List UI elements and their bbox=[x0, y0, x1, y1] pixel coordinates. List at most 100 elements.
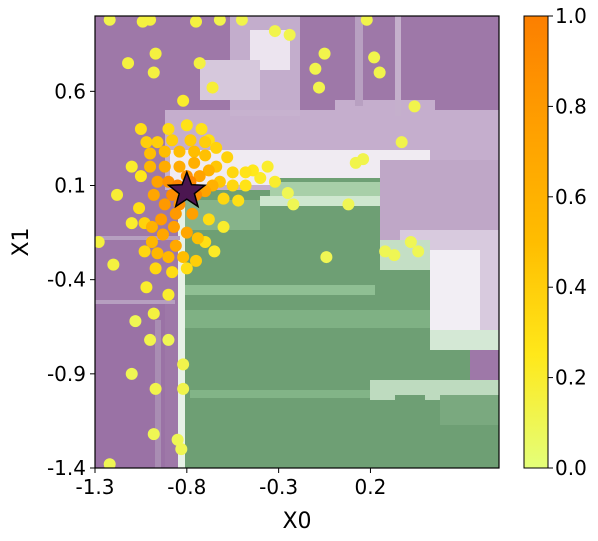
scatter-point bbox=[144, 147, 157, 160]
scatter-point bbox=[235, 16, 248, 26]
scatter-point bbox=[151, 175, 164, 188]
scatter-point bbox=[158, 198, 171, 211]
scatter-point bbox=[144, 160, 157, 173]
scatter-point bbox=[202, 213, 215, 226]
scatter-point bbox=[103, 458, 116, 468]
scatter-point bbox=[379, 245, 392, 258]
scatter-point bbox=[175, 443, 188, 456]
scatter-point bbox=[404, 236, 417, 248]
scatter-point bbox=[125, 160, 138, 173]
scatter-point bbox=[138, 245, 151, 258]
colorbar-gradient bbox=[523, 15, 549, 469]
decision-region-background bbox=[95, 16, 499, 468]
scatter-point bbox=[188, 145, 201, 158]
scatter-point bbox=[283, 28, 296, 41]
scatter-point bbox=[281, 187, 294, 200]
scatter-point bbox=[412, 245, 425, 258]
scatter-point bbox=[177, 251, 190, 264]
scatter-point bbox=[199, 136, 212, 149]
scatter-point bbox=[125, 367, 138, 380]
scatter-point bbox=[287, 198, 300, 211]
scatter-point bbox=[125, 217, 138, 230]
scatter-point bbox=[162, 251, 175, 264]
scatter-point bbox=[184, 134, 197, 147]
scatter-point bbox=[408, 100, 421, 113]
scatter-point bbox=[368, 51, 381, 64]
scatter-point bbox=[166, 266, 179, 279]
scatter-point bbox=[129, 315, 142, 328]
scatter-point bbox=[95, 236, 105, 248]
scatter-point bbox=[180, 226, 193, 239]
scatter-point bbox=[210, 141, 223, 154]
scatter-point bbox=[202, 164, 215, 177]
scatter-point bbox=[107, 258, 120, 271]
scatter-point bbox=[360, 16, 373, 26]
y-tick-label: -0.4 bbox=[47, 268, 86, 292]
colorbar-tick-label: 0.0 bbox=[555, 456, 587, 480]
scatter-point bbox=[180, 262, 193, 275]
scatter-point bbox=[147, 428, 160, 441]
scatter-point bbox=[313, 81, 326, 94]
x-ticks: -1.3 -0.8 -0.3 0.2 bbox=[75, 468, 386, 499]
scatter-point bbox=[111, 188, 124, 201]
scatter-point bbox=[162, 333, 175, 346]
scatter-point bbox=[191, 232, 204, 245]
scatter-point bbox=[213, 16, 226, 26]
scatter-point bbox=[373, 66, 386, 79]
scatter-point bbox=[395, 136, 408, 149]
scatter-point bbox=[193, 170, 206, 183]
best-point-star bbox=[166, 169, 207, 209]
scatter-point bbox=[134, 170, 147, 183]
scatter-point bbox=[309, 62, 322, 75]
colorbar-tick-label: 1.0 bbox=[555, 4, 587, 28]
scatter-point bbox=[162, 123, 175, 135]
x-tick-label: -0.3 bbox=[259, 475, 298, 499]
scatter-point bbox=[226, 179, 239, 192]
scatter-point bbox=[103, 16, 116, 26]
colorbar-tick-label: 0.4 bbox=[555, 275, 587, 299]
scatter-point bbox=[134, 123, 147, 135]
colorbar: 0.0 0.2 0.4 0.6 0.8 1.0 bbox=[523, 4, 587, 480]
y-tick-label: -1.4 bbox=[47, 456, 86, 480]
scatter-point bbox=[190, 254, 202, 267]
scatter-point bbox=[147, 307, 160, 320]
y-tick-label: -0.9 bbox=[47, 362, 86, 386]
scatter-point bbox=[388, 249, 401, 262]
scatter-point bbox=[193, 57, 206, 70]
plot-frame bbox=[94, 15, 500, 469]
scatter-point bbox=[254, 171, 267, 184]
scatter-point bbox=[217, 192, 230, 205]
x-axis-label: X0 bbox=[282, 509, 311, 534]
scatter-point bbox=[158, 145, 171, 158]
scatter-point bbox=[144, 333, 157, 346]
scatter-point bbox=[318, 47, 331, 60]
scatter-point bbox=[199, 149, 212, 162]
scatter-point bbox=[177, 358, 190, 371]
scatter-point bbox=[268, 25, 281, 38]
scatter-point bbox=[149, 382, 162, 395]
scatter-point bbox=[188, 156, 201, 169]
scatter-point bbox=[217, 220, 230, 233]
scatter-point bbox=[166, 188, 179, 201]
scatter-point bbox=[239, 166, 252, 179]
scatter-point bbox=[133, 202, 146, 215]
y-tick-label: 0.1 bbox=[54, 174, 86, 198]
scatter-point bbox=[145, 236, 158, 248]
colorbar-tick-label: 0.2 bbox=[555, 366, 587, 390]
scatter-point bbox=[169, 239, 182, 252]
scatter-point bbox=[162, 288, 175, 301]
star-marker bbox=[166, 169, 207, 209]
scatter-point bbox=[149, 47, 162, 60]
scatter-point bbox=[158, 160, 171, 173]
scatter-point bbox=[261, 160, 274, 173]
scatter-point bbox=[156, 228, 169, 241]
scatter-point bbox=[173, 160, 186, 173]
x-tick-label: 0.2 bbox=[355, 475, 387, 499]
scatter-point bbox=[232, 194, 245, 207]
x-tick-label: -0.8 bbox=[167, 475, 206, 499]
scatter-point bbox=[169, 207, 182, 220]
x-tick-label: -1.3 bbox=[75, 475, 114, 499]
scatter-point bbox=[140, 136, 153, 149]
scatter-point bbox=[145, 220, 158, 233]
